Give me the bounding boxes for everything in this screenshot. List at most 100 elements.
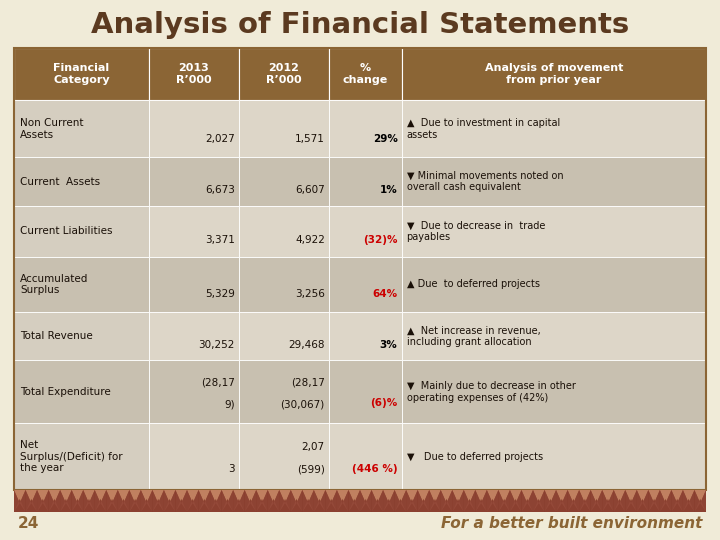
Polygon shape — [544, 499, 556, 512]
Polygon shape — [579, 499, 590, 512]
Bar — [329, 158, 402, 206]
Polygon shape — [49, 490, 55, 512]
Polygon shape — [170, 490, 176, 512]
Polygon shape — [660, 490, 665, 512]
Polygon shape — [469, 490, 475, 512]
Polygon shape — [562, 490, 567, 512]
Text: 9): 9) — [224, 400, 235, 409]
Polygon shape — [372, 499, 383, 512]
Polygon shape — [60, 499, 72, 512]
Polygon shape — [452, 490, 458, 512]
Bar — [402, 256, 706, 312]
Polygon shape — [60, 490, 66, 512]
Polygon shape — [521, 490, 527, 512]
Polygon shape — [268, 499, 279, 512]
Polygon shape — [498, 499, 510, 512]
Polygon shape — [429, 490, 441, 503]
Polygon shape — [689, 490, 695, 512]
Polygon shape — [475, 490, 487, 503]
Text: ▼ Minimal movements noted on
overall cash equivalent: ▼ Minimal movements noted on overall cas… — [407, 171, 563, 192]
Bar — [149, 158, 239, 206]
Polygon shape — [695, 490, 701, 512]
Polygon shape — [481, 490, 487, 512]
Bar — [402, 312, 706, 360]
Polygon shape — [533, 490, 539, 512]
Polygon shape — [268, 490, 279, 503]
Polygon shape — [452, 499, 464, 512]
Bar — [149, 100, 239, 158]
Text: (599): (599) — [297, 465, 325, 475]
Polygon shape — [613, 499, 625, 512]
Polygon shape — [291, 490, 297, 512]
Polygon shape — [695, 499, 706, 512]
Polygon shape — [135, 490, 141, 512]
Polygon shape — [539, 490, 544, 512]
Polygon shape — [343, 490, 348, 512]
Text: 6,673: 6,673 — [205, 185, 235, 195]
Polygon shape — [590, 499, 602, 512]
Polygon shape — [245, 499, 256, 512]
Text: Non Current
Assets: Non Current Assets — [20, 118, 84, 139]
Bar — [149, 48, 239, 100]
Polygon shape — [193, 490, 199, 512]
Bar — [329, 423, 402, 490]
Polygon shape — [14, 499, 25, 512]
Polygon shape — [418, 499, 429, 512]
Bar — [239, 360, 329, 423]
Polygon shape — [521, 499, 533, 512]
Polygon shape — [648, 499, 660, 512]
Bar — [329, 360, 402, 423]
Polygon shape — [325, 490, 331, 512]
Text: (28,17: (28,17 — [291, 377, 325, 387]
Polygon shape — [395, 490, 406, 503]
Polygon shape — [37, 499, 48, 512]
Polygon shape — [101, 490, 107, 512]
Polygon shape — [228, 490, 233, 512]
Polygon shape — [435, 490, 441, 512]
Text: 4,922: 4,922 — [295, 235, 325, 245]
Polygon shape — [14, 490, 19, 512]
Polygon shape — [314, 499, 325, 512]
Text: 29,468: 29,468 — [288, 340, 325, 350]
Polygon shape — [429, 499, 441, 512]
Bar — [14, 206, 149, 256]
Polygon shape — [262, 490, 268, 512]
Polygon shape — [19, 490, 25, 512]
Polygon shape — [233, 490, 239, 512]
Polygon shape — [602, 490, 613, 503]
Text: (30,067): (30,067) — [281, 400, 325, 409]
Bar — [149, 256, 239, 312]
Polygon shape — [446, 490, 452, 512]
Polygon shape — [279, 490, 291, 503]
Polygon shape — [602, 499, 613, 512]
Polygon shape — [671, 490, 678, 512]
Bar — [329, 256, 402, 312]
Polygon shape — [337, 490, 343, 512]
Text: Accumulated
Surplus: Accumulated Surplus — [20, 274, 89, 295]
Polygon shape — [141, 490, 147, 512]
Polygon shape — [590, 490, 596, 512]
Text: ▼  Mainly due to decrease in other
operating expenses of (42%): ▼ Mainly due to decrease in other operat… — [407, 381, 575, 403]
Polygon shape — [302, 490, 314, 503]
Polygon shape — [141, 499, 153, 512]
Polygon shape — [533, 490, 544, 503]
Polygon shape — [498, 490, 510, 503]
Polygon shape — [49, 499, 60, 512]
Polygon shape — [625, 499, 636, 512]
Bar — [14, 312, 149, 360]
Polygon shape — [400, 490, 406, 512]
Polygon shape — [389, 490, 395, 512]
Polygon shape — [279, 490, 285, 512]
Polygon shape — [84, 499, 95, 512]
Polygon shape — [695, 490, 706, 503]
Polygon shape — [492, 490, 498, 512]
Polygon shape — [124, 490, 130, 512]
Polygon shape — [544, 490, 556, 503]
Polygon shape — [297, 490, 302, 512]
Polygon shape — [314, 490, 320, 512]
Polygon shape — [406, 490, 418, 503]
Polygon shape — [130, 499, 141, 512]
Polygon shape — [642, 490, 648, 512]
Polygon shape — [567, 499, 579, 512]
Polygon shape — [636, 490, 642, 512]
